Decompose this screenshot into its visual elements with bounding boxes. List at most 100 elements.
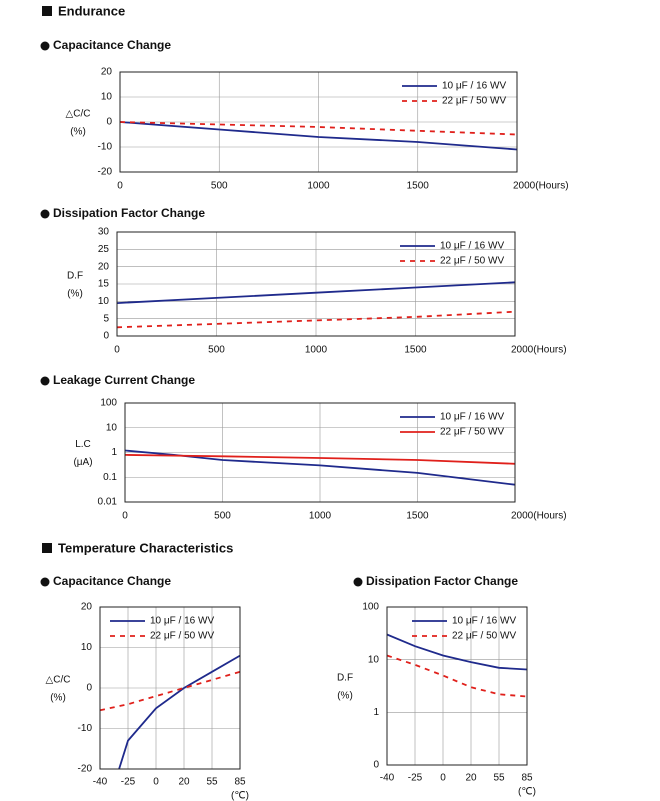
x-axis-label: (℃) <box>231 791 249 801</box>
x-tick-label: 2000(Hours) <box>513 181 569 192</box>
y-tick-label: 100 <box>100 398 117 409</box>
x-tick-label: 0 <box>122 511 128 522</box>
y-tick-label: 0 <box>106 117 112 128</box>
x-tick-label: 1000 <box>309 511 332 522</box>
plot-frame <box>116 231 516 337</box>
y-axis-unit: (%) <box>67 289 83 300</box>
plot-frame <box>119 71 518 173</box>
x-tick-label: 1000 <box>305 345 328 356</box>
series-line <box>125 449 515 486</box>
y-axis-label: D.F <box>337 673 353 684</box>
legend-label: 10 μF / 16 WV <box>150 616 214 627</box>
y-tick-label: 20 <box>98 261 110 272</box>
plot-frame <box>386 606 528 766</box>
series-line <box>120 121 517 136</box>
x-tick-label: 500 <box>211 181 228 192</box>
plot-frame <box>124 402 516 503</box>
legend-label: 22 μF / 50 WV <box>440 256 504 267</box>
x-tick-label: 1500 <box>407 181 430 192</box>
x-tick-label: 2000(Hours) <box>511 345 567 356</box>
chart-title: Capacitance Change <box>53 574 171 588</box>
y-tick-label: 20 <box>101 67 113 78</box>
chart-title: Dissipation Factor Change <box>53 206 205 220</box>
legend-label: 22 μF / 50 WV <box>452 631 516 642</box>
y-tick-label: 1 <box>373 707 379 718</box>
y-tick-label: 0 <box>373 760 379 771</box>
heading-marker <box>42 6 52 16</box>
y-tick-label: 30 <box>98 227 110 238</box>
y-axis-unit: (%) <box>70 127 86 138</box>
y-tick-label: -10 <box>98 142 113 153</box>
legend-label: 22 μF / 50 WV <box>150 631 214 642</box>
title-bullet <box>40 376 50 386</box>
x-tick-label: -25 <box>408 773 423 784</box>
y-axis-label: △C/C <box>46 675 71 686</box>
x-tick-label: -40 <box>93 777 108 788</box>
legend-label: 22 μF / 50 WV <box>442 96 506 107</box>
series-line <box>120 121 517 151</box>
legend-label: 10 μF / 16 WV <box>440 412 504 423</box>
series-line <box>387 633 527 671</box>
y-tick-label: 0 <box>103 331 109 342</box>
plot-frame <box>99 606 241 770</box>
y-axis-label: D.F <box>67 271 83 282</box>
series-line <box>100 670 240 712</box>
section-heading: Temperature Characteristics <box>58 540 233 555</box>
y-tick-label: 20 <box>81 602 93 613</box>
x-tick-label: 55 <box>493 773 505 784</box>
x-tick-label: 500 <box>208 345 225 356</box>
legend-label: 10 μF / 16 WV <box>442 81 506 92</box>
y-axis-unit: (%) <box>50 693 66 704</box>
y-axis-label: △C/C <box>66 109 91 120</box>
x-tick-label: 85 <box>521 773 533 784</box>
title-bullet <box>353 577 363 587</box>
chart-title: Dissipation Factor Change <box>366 574 518 588</box>
x-tick-label: 0 <box>153 777 159 788</box>
y-tick-label: 10 <box>106 422 118 433</box>
x-tick-label: -40 <box>380 773 395 784</box>
y-tick-label: 10 <box>368 654 380 665</box>
x-tick-label: -25 <box>121 777 136 788</box>
title-bullet <box>40 209 50 219</box>
series-line <box>387 654 527 698</box>
x-tick-label: 1500 <box>404 345 427 356</box>
y-tick-label: 5 <box>103 313 109 324</box>
y-tick-label: -10 <box>78 723 93 734</box>
section-heading: Endurance <box>58 3 125 18</box>
heading-marker <box>42 543 52 553</box>
x-tick-label: 55 <box>206 777 218 788</box>
chart-title: Capacitance Change <box>53 38 171 52</box>
y-tick-label: 0.1 <box>103 472 117 483</box>
x-tick-label: 0 <box>114 345 120 356</box>
y-axis-label: L.C <box>75 439 91 450</box>
y-tick-label: 15 <box>98 279 110 290</box>
y-tick-label: 10 <box>98 296 110 307</box>
x-tick-label: 2000(Hours) <box>511 511 567 522</box>
title-bullet <box>40 577 50 587</box>
legend-label: 22 μF / 50 WV <box>440 427 504 438</box>
y-tick-label: 10 <box>81 642 93 653</box>
x-axis-label: (℃) <box>518 787 536 798</box>
y-axis-unit: (%) <box>337 691 353 702</box>
y-tick-label: -20 <box>78 764 93 775</box>
y-tick-label: -20 <box>98 167 113 178</box>
x-tick-label: 500 <box>214 511 231 522</box>
title-bullet <box>40 41 50 51</box>
y-tick-label: 25 <box>98 244 110 255</box>
y-axis-unit: (μA) <box>73 457 92 468</box>
x-tick-label: 20 <box>178 777 190 788</box>
series-line <box>118 654 240 769</box>
legend-label: 10 μF / 16 WV <box>440 241 504 252</box>
y-tick-label: 0.01 <box>98 497 118 508</box>
series-line <box>117 281 515 304</box>
series-line <box>125 454 515 465</box>
y-tick-label: 100 <box>362 602 379 613</box>
y-tick-label: 0 <box>86 683 92 694</box>
x-tick-label: 1500 <box>406 511 429 522</box>
legend-label: 10 μF / 16 WV <box>452 616 516 627</box>
x-tick-label: 0 <box>117 181 123 192</box>
x-tick-label: 1000 <box>307 181 330 192</box>
chart-title: Leakage Current Change <box>53 373 195 387</box>
y-tick-label: 10 <box>101 92 113 103</box>
